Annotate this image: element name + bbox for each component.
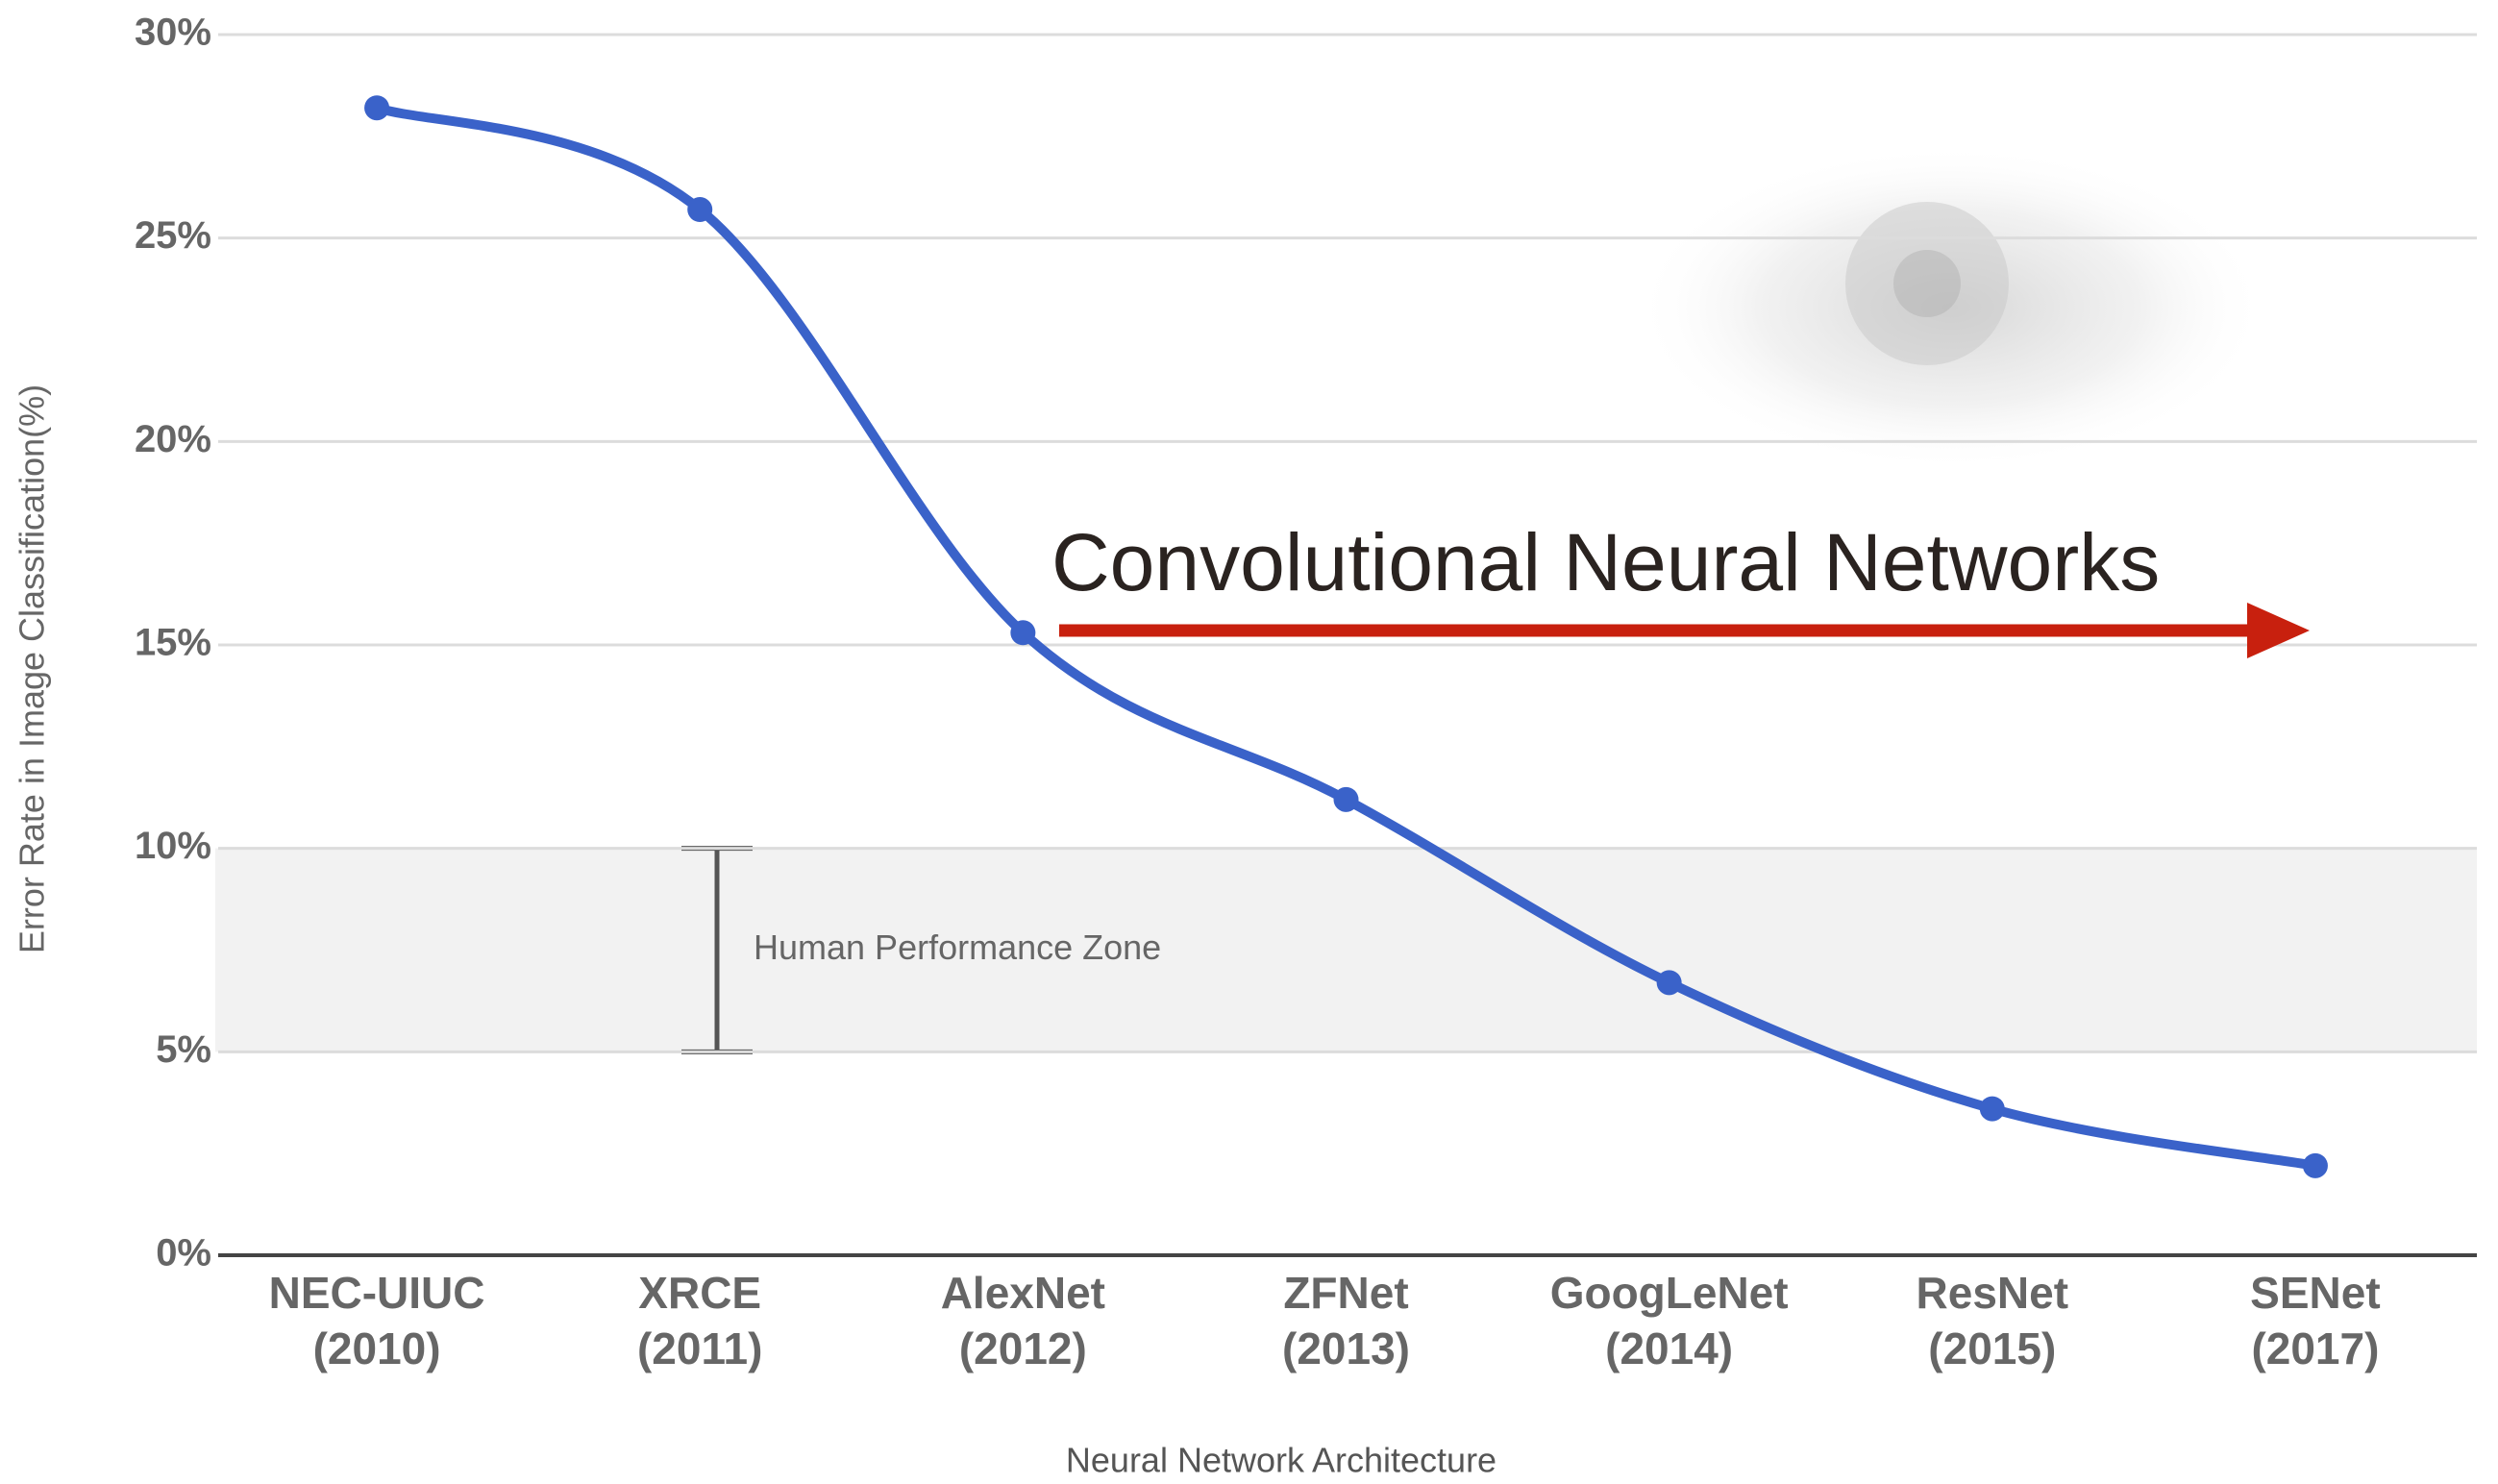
y-tick-label: 5% bbox=[156, 1028, 211, 1071]
point bbox=[687, 197, 713, 223]
point bbox=[1333, 786, 1359, 812]
x-axis-title: Neural Network Architecture bbox=[1066, 1441, 1496, 1480]
eye-pupil bbox=[1893, 250, 1961, 317]
zone-label: Human Performance Zone bbox=[754, 928, 1161, 967]
point bbox=[1979, 1096, 2005, 1122]
x-tick-label: AlexNet (2012) bbox=[940, 1268, 1105, 1373]
y-tick-label: 25% bbox=[135, 214, 211, 257]
point bbox=[1656, 970, 1682, 996]
y-tick-label: 10% bbox=[135, 825, 211, 867]
point bbox=[364, 95, 390, 121]
y-tick-label: 0% bbox=[156, 1232, 211, 1274]
y-tick-label: 15% bbox=[135, 622, 211, 664]
y-axis-title: Error Rate in Image Classification(%) bbox=[12, 384, 52, 953]
human-zone bbox=[215, 848, 2477, 1052]
x-tick-label: ZFNet (2013) bbox=[1282, 1268, 1410, 1373]
point bbox=[2302, 1152, 2328, 1178]
point bbox=[1010, 620, 1036, 646]
x-tick-label: XRCE (2011) bbox=[636, 1268, 763, 1373]
eye-decoration bbox=[1634, 144, 2268, 471]
x-tick-label: NEC-UIUC (2010) bbox=[268, 1268, 485, 1373]
x-tick-label: GoogLeNet (2014) bbox=[1549, 1268, 1789, 1373]
x-tick-label: ResNet (2015) bbox=[1916, 1268, 2069, 1373]
y-tick-label: 30% bbox=[135, 12, 211, 54]
x-tick-label: SENet (2017) bbox=[2250, 1268, 2381, 1373]
annotation-text: Convolutional Neural Networks bbox=[1051, 517, 2160, 607]
annotation-arrowhead bbox=[2247, 603, 2310, 658]
y-tick-label: 20% bbox=[135, 418, 211, 460]
eye-iris bbox=[1845, 202, 2009, 365]
